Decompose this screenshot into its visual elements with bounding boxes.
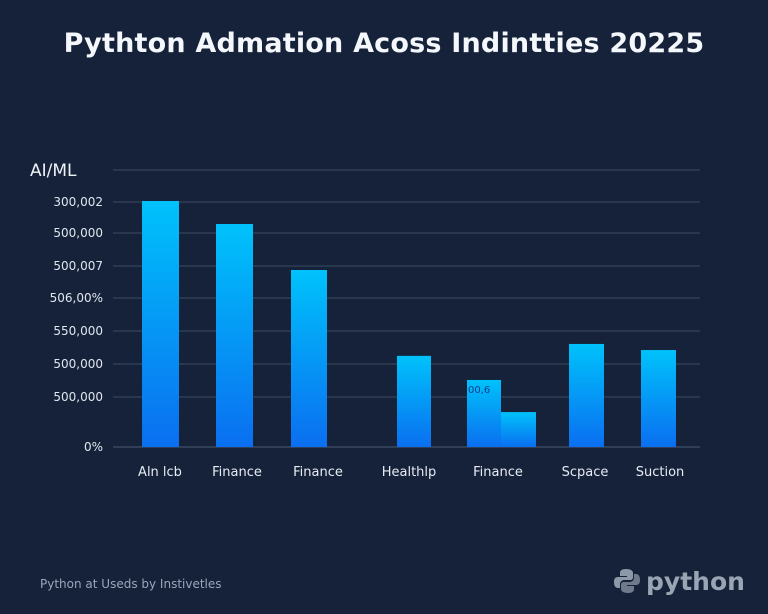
data-label: 00,6 bbox=[468, 385, 490, 396]
x-tick-label: Scpace bbox=[562, 465, 609, 480]
y-tick-label: 0% bbox=[84, 440, 103, 454]
x-tick-label: Finance bbox=[212, 465, 262, 480]
y-tick-label: 300,002 bbox=[53, 195, 103, 209]
bar-7 bbox=[569, 343, 604, 447]
bar-2 bbox=[216, 224, 253, 447]
x-tick-label: Finance bbox=[473, 465, 523, 480]
x-tick-label: Aln lcb bbox=[138, 465, 182, 480]
x-tick-label: Healthlp bbox=[382, 465, 437, 480]
source-note: Python at Useds by Instivetles bbox=[40, 577, 222, 591]
y-tick-label: 500,007 bbox=[53, 259, 103, 273]
bar-4 bbox=[397, 355, 431, 447]
y-tick-label: 500,000 bbox=[53, 357, 103, 371]
bar-1 bbox=[142, 201, 179, 447]
y-axis-label: AI/ML bbox=[30, 161, 77, 181]
y-tick-label: 500,000 bbox=[53, 226, 103, 240]
python-logo-text: python bbox=[646, 566, 745, 596]
y-tick-label: 506,00% bbox=[50, 291, 103, 305]
bar-3 bbox=[291, 269, 327, 447]
bar-6 bbox=[501, 412, 536, 447]
y-tick-label: 550,000 bbox=[53, 324, 103, 338]
bar-8 bbox=[641, 350, 676, 447]
bar-5 bbox=[467, 379, 501, 447]
y-tick-label: 500,000 bbox=[53, 390, 103, 404]
x-tick-label: Finance bbox=[293, 465, 343, 480]
chart-title: Pythton Admation Acoss Indintties 20225 bbox=[63, 28, 705, 59]
x-tick-label: Suction bbox=[636, 465, 685, 480]
python-logo: python bbox=[612, 566, 745, 596]
python-snake-icon bbox=[614, 569, 640, 593]
